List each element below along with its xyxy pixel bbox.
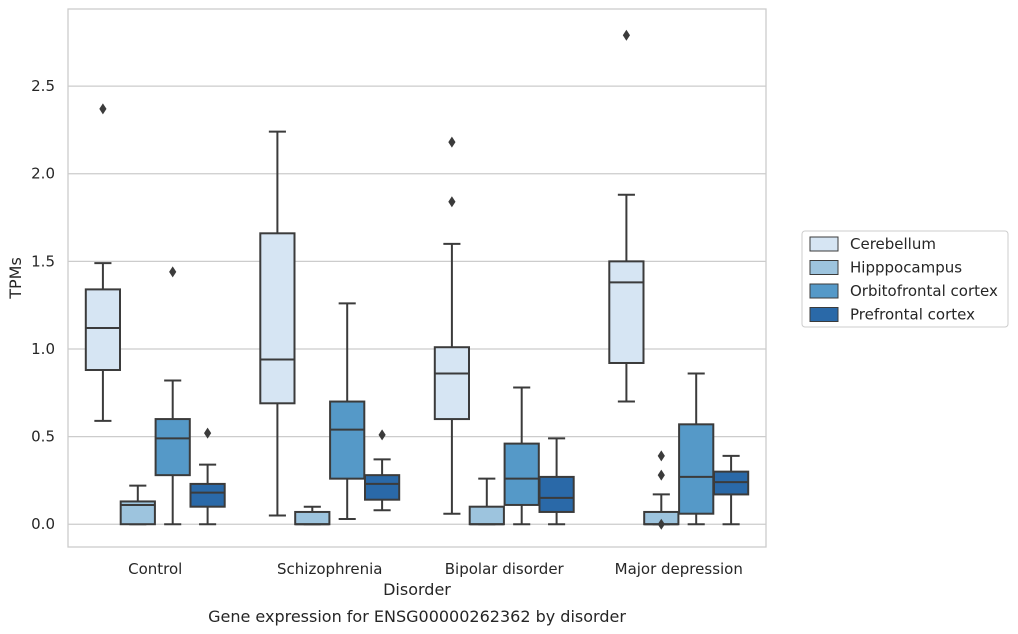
box [363,474,401,501]
box [678,423,715,515]
x-tick-label: Bipolar disorder [445,560,565,578]
series-prefrontal-cortex [189,427,750,526]
y-tick-label: 2.5 [31,77,55,95]
outlier-point [657,469,665,481]
y-tick-label: 2.0 [31,165,55,183]
y-tick-label: 1.5 [31,252,55,270]
legend-label: Orbitofrontal cortex [850,282,998,300]
series-hipppocampus [119,450,680,530]
x-tick-label: Major depression [615,560,743,578]
legend-label: Hipppocampus [850,259,962,277]
outlier-point [204,427,212,439]
box [189,482,226,508]
y-tick-label: 1.0 [31,340,55,358]
outlier-point [657,518,665,530]
box-groups [84,29,750,530]
box [154,418,191,477]
legend-swatch [809,236,839,252]
series-cerebellum [84,29,645,517]
legend-swatch [809,260,839,275]
box [538,475,575,513]
x-axis-label: Disorder [383,580,451,599]
legend-frame [801,230,1009,328]
box [329,400,366,480]
legend-label: Prefrontal cortex [850,306,975,324]
series-orbitofrontal-cortex [154,266,715,526]
outlier-point [378,429,386,441]
chart-caption: Gene expression for ENSG00000262362 by d… [208,607,626,626]
outlier-point [657,450,665,462]
y-axis-label: TPMs [6,257,25,300]
box [503,442,540,506]
y-tick-label: 0.0 [31,515,55,533]
box [468,505,505,526]
outlier-point [99,103,107,115]
outlier-point [169,266,177,278]
y-tick-label: 0.5 [31,428,55,446]
box [433,346,471,421]
x-tick-label: Schizophrenia [277,560,382,578]
y-tick-labels: 0.0 0.5 1.0 1.5 2.0 2.5 [31,77,55,533]
legend-swatch [809,283,839,299]
plot-area-frame [67,8,767,548]
box [84,288,122,372]
box [119,500,156,526]
legend: Cerebellum Hipppocampus Orbitofrontal cort… [801,230,1009,328]
x-tick-label: Control [128,560,182,578]
legend-swatch [809,307,839,322]
box [259,232,296,405]
box [608,260,645,364]
outlier-point [448,136,456,148]
box [294,510,331,526]
outlier-point [622,29,630,41]
x-tick-labels: Control Schizophrenia Bipolar disorder Majo… [128,560,743,578]
outlier-point [448,196,456,208]
legend-label: Cerebellum [850,235,936,253]
